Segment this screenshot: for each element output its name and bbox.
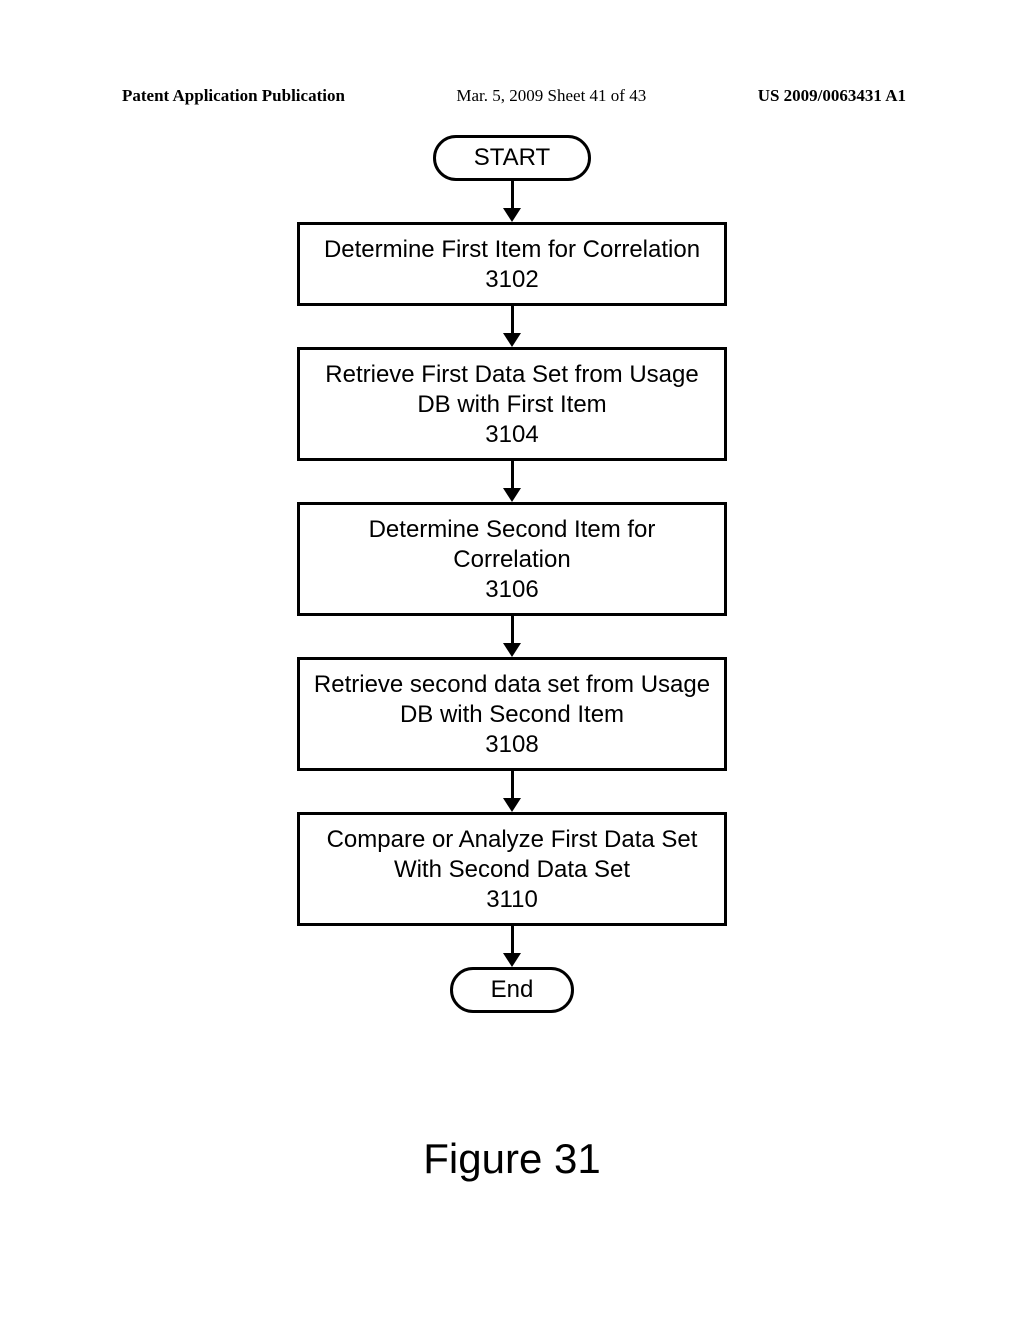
header-publication: Patent Application Publication (122, 86, 345, 106)
flowchart: START Determine First Item for Correlati… (0, 135, 1024, 1013)
figure-label: Figure 31 (0, 1135, 1024, 1183)
process-node-3106: Determine Second Item for Correlation 31… (297, 502, 727, 616)
process-node-3104: Retrieve First Data Set from Usage DB wi… (297, 347, 727, 461)
process-node-3108: Retrieve second data set from Usage DB w… (297, 657, 727, 771)
start-label: START (474, 144, 550, 171)
process-text: Determine First Item for Correlation (324, 236, 700, 263)
arrow-icon (503, 306, 521, 347)
arrow-icon (503, 461, 521, 502)
process-ref: 3102 (485, 266, 538, 293)
arrow-icon (503, 181, 521, 222)
header-date-sheet: Mar. 5, 2009 Sheet 41 of 43 (456, 86, 646, 106)
end-label: End (491, 976, 534, 1003)
arrow-icon (503, 926, 521, 967)
process-node-3102: Determine First Item for Correlation 310… (297, 222, 727, 306)
process-node-3110: Compare or Analyze First Data Set With S… (297, 812, 727, 926)
process-ref: 3106 (485, 576, 538, 603)
process-ref: 3108 (485, 731, 538, 758)
end-node: End (450, 967, 575, 1013)
process-text: Retrieve second data set from Usage DB w… (314, 671, 710, 728)
process-ref: 3104 (485, 421, 538, 448)
process-ref: 3110 (486, 886, 538, 913)
page-header: Patent Application Publication Mar. 5, 2… (0, 86, 1024, 106)
process-text: Compare or Analyze First Data Set With S… (327, 826, 698, 883)
arrow-icon (503, 771, 521, 812)
start-node: START (433, 135, 591, 181)
process-text: Retrieve First Data Set from Usage DB wi… (325, 361, 698, 418)
process-text: Determine Second Item for Correlation (369, 516, 656, 573)
header-patent-number: US 2009/0063431 A1 (758, 86, 906, 106)
arrow-icon (503, 616, 521, 657)
